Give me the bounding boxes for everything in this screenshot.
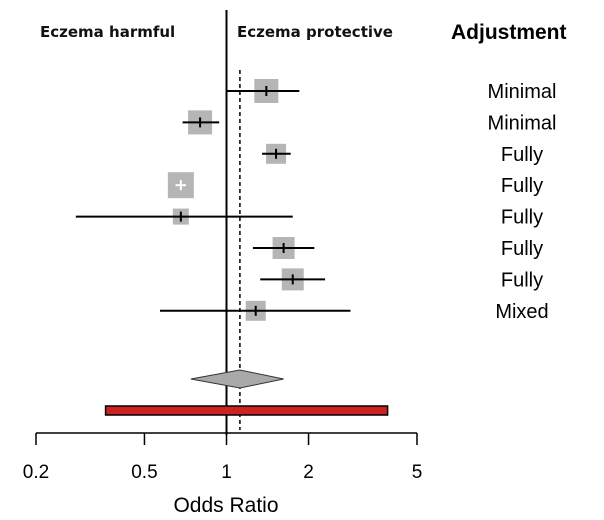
study-row: Fully (75, 207, 543, 229)
adjustment-label: Fully (501, 269, 543, 291)
x-axis-title: Odds Ratio (173, 494, 278, 517)
adjustment-label: Mixed (495, 301, 548, 323)
study-row: Fully (167, 172, 543, 199)
adjustment-label: Fully (501, 207, 543, 229)
adjustment-label: Minimal (488, 81, 557, 103)
adjustment-label: Fully (501, 238, 543, 260)
x-tick-label: 2 (303, 462, 314, 483)
x-tick-label: 0.2 (23, 462, 49, 483)
x-axis: 0.2 0.5 1 2 5 (23, 432, 423, 483)
header-eczema-harmful: Eczema harmful (40, 23, 175, 41)
x-tick-label: 5 (412, 462, 423, 483)
prediction-interval-bar (104, 405, 389, 416)
study-row: Mixed (159, 300, 549, 323)
study-rows: Minimal Minimal Fully Fully Fully Fully Fully M… (75, 79, 557, 323)
header-eczema-protective: Eczema protective (237, 23, 393, 41)
summary-diamond (190, 369, 284, 389)
study-row: Fully (252, 237, 543, 260)
study-row: Fully (260, 268, 543, 291)
x-tick-label: 0.5 (131, 462, 157, 483)
adjustment-label: Minimal (488, 112, 557, 134)
header-adjustment: Adjustment (451, 21, 567, 44)
study-row: Minimal (226, 79, 557, 103)
adjustment-label: Fully (501, 175, 543, 197)
adjustment-label: Fully (501, 144, 543, 166)
summary-group (104, 369, 389, 416)
x-tick-label: 1 (221, 462, 232, 483)
study-row: Fully (262, 143, 543, 166)
study-row: Minimal (182, 110, 557, 135)
